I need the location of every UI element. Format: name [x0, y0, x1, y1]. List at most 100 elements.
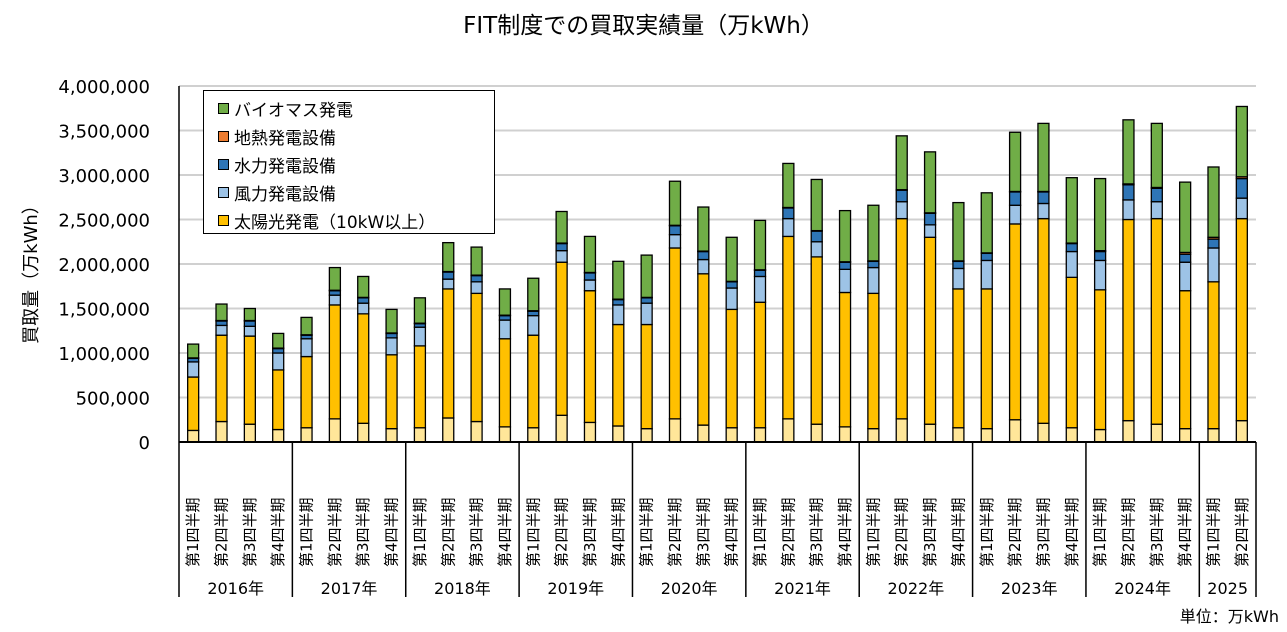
x-category-label: 第3四半期	[808, 497, 826, 567]
x-group-label: 2016年	[207, 579, 264, 598]
bar-segment	[697, 206, 710, 252]
bar-segment	[583, 421, 597, 443]
unit-label: 単位：万kWh	[1179, 607, 1279, 626]
bar-segment	[187, 361, 200, 378]
bar-segment	[753, 301, 767, 429]
bar-segment	[952, 201, 965, 262]
bar-segment	[810, 230, 823, 243]
bar-segment	[697, 250, 710, 261]
bar-segment	[1037, 191, 1050, 205]
bar-segment	[867, 266, 880, 295]
bar-segment	[980, 288, 993, 430]
x-group-label: 2017年	[321, 579, 378, 598]
x-category-label: 第2四半期	[439, 497, 457, 567]
bar-segment	[555, 249, 568, 263]
bar-segment	[187, 343, 200, 359]
legend-swatch	[218, 102, 229, 114]
x-group-label: 2023年	[1001, 579, 1058, 598]
bar-segment	[753, 269, 767, 278]
bar-segment	[612, 323, 625, 427]
bar-segment	[1008, 223, 1022, 421]
x-category-label: 第3四半期	[1034, 497, 1052, 567]
x-category-label: 第2四半期	[326, 497, 344, 567]
x-group-label: 2018年	[434, 579, 491, 598]
x-group-label: 2021年	[774, 579, 831, 598]
bar-segment	[470, 246, 483, 276]
bar-segment	[1093, 289, 1107, 431]
bar-segment	[1008, 419, 1022, 443]
x-group-label: 2024年	[1114, 579, 1171, 598]
bar-segment	[1207, 427, 1220, 443]
bar-segment	[555, 261, 568, 416]
bar-segment	[272, 352, 285, 371]
bar-segment	[555, 242, 568, 252]
bar-segment	[1122, 218, 1135, 422]
legend-item: 地熱発電設備	[218, 122, 494, 150]
legend: バイオマス発電 地熱発電設備 水力発電設備 風力発電設備 太陽光発電（10kW以…	[203, 90, 495, 234]
legend-label: 水力発電設備	[234, 156, 336, 177]
bar-segment	[753, 427, 767, 443]
bar-segment	[1093, 259, 1107, 291]
bar-segment	[1037, 217, 1050, 424]
legend-item: バイオマス発電	[218, 94, 494, 122]
bar-segment	[215, 324, 228, 336]
bar-segment	[1065, 250, 1078, 278]
bar-segment	[385, 427, 398, 443]
bar-segment	[442, 278, 455, 290]
bar-segment	[470, 420, 483, 443]
bar-segment	[810, 178, 823, 232]
x-category-label: 第2四半期	[1119, 497, 1137, 567]
bar-segment	[498, 338, 512, 428]
bar-segment	[725, 308, 738, 429]
legend-item: 水力発電設備	[218, 150, 494, 178]
x-category-label: 第4四半期	[1063, 497, 1081, 567]
x-category-label: 第2四半期	[1006, 497, 1024, 567]
bar-segment	[810, 423, 823, 443]
bar-segment	[413, 326, 427, 347]
bar-segment	[1207, 238, 1220, 249]
legend-item: 太陽光発電（10kW以上）	[218, 206, 494, 234]
bar-segment	[555, 414, 568, 443]
x-category-label: 第3四半期	[354, 497, 372, 567]
x-category-label: 第2四半期	[779, 497, 797, 567]
bar-segment	[1065, 276, 1078, 429]
y-tick-label: 0	[139, 433, 150, 454]
bar-segment	[1122, 119, 1135, 185]
bar-segment	[187, 429, 200, 443]
legend-swatch	[218, 214, 229, 226]
bar-segment	[1178, 427, 1192, 443]
bar-segment	[640, 297, 653, 304]
bar-segment	[1093, 177, 1107, 252]
bar-segment	[697, 273, 710, 426]
x-group-label: 2022年	[888, 579, 945, 598]
bar-segment	[1093, 428, 1107, 443]
bar-segment	[895, 135, 908, 191]
bar-segment	[1207, 281, 1220, 430]
bar-segment	[413, 427, 427, 443]
bar-segment	[1008, 131, 1022, 193]
bar-segment	[1235, 177, 1248, 199]
bar-segment	[810, 241, 823, 258]
x-category-label: 第2四半期	[893, 497, 911, 567]
bar-segment	[442, 417, 455, 443]
bar-segment	[810, 256, 823, 425]
bar-segment	[612, 298, 625, 306]
bar-segment	[1065, 177, 1078, 244]
bar-segment	[895, 201, 908, 220]
bar-segment	[1207, 247, 1220, 283]
bar-segment	[1178, 181, 1192, 254]
bar-segment	[385, 337, 398, 356]
x-category-label: 第2四半期	[666, 497, 684, 567]
bar-segment	[272, 369, 285, 431]
bar-segment	[668, 180, 682, 226]
x-category-label: 第1四半期	[184, 497, 202, 567]
bar-segment	[328, 418, 342, 443]
bar-segment	[640, 254, 653, 299]
bar-segment	[668, 247, 682, 420]
bar-segment	[442, 241, 455, 273]
bar-segment	[838, 209, 852, 263]
bar-segment	[1065, 427, 1078, 443]
bar-segment	[215, 334, 228, 423]
x-category-label: 第1四半期	[751, 497, 769, 567]
